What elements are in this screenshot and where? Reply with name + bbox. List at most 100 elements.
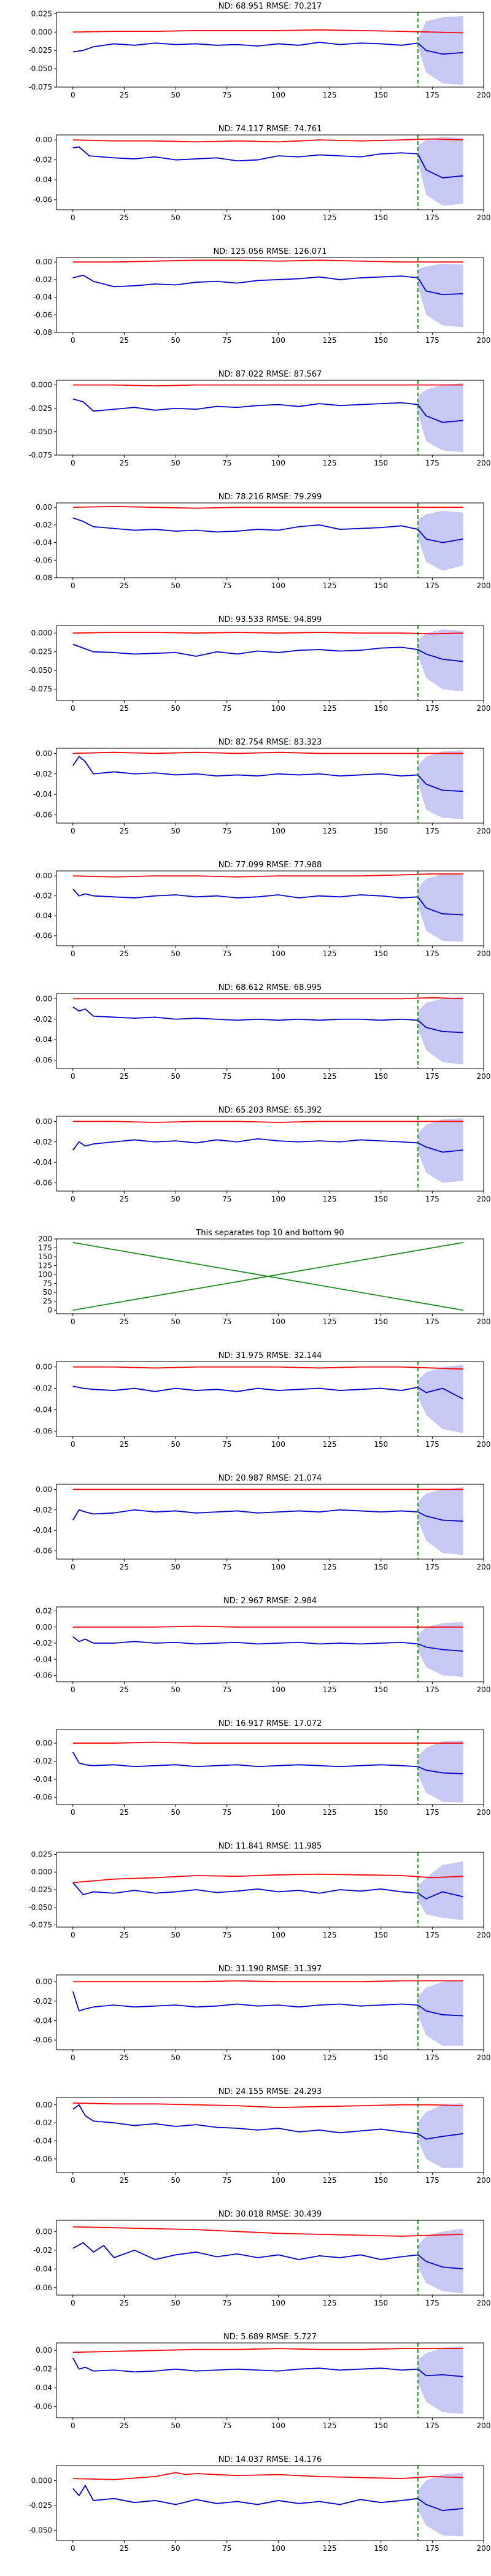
actual-series-line [72,138,463,143]
y-tick-label: -0.050 [28,666,52,675]
x-tick-label: 150 [374,581,388,590]
forecast-series-line [72,1138,463,1153]
x-tick-label: 0 [71,1317,75,1326]
y-tick-label: 200 [38,1235,52,1243]
y-tick-label: 0.000 [31,381,52,389]
actual-series-line [72,997,463,1000]
x-tick-label: 50 [171,1685,180,1694]
uncertainty-band [417,2347,463,2414]
subplot-title: ND: 14.037 RMSE: 14.176 [218,2455,322,2464]
forecast-series-line [72,1882,463,1899]
actual-series-line [72,1121,463,1123]
subplot-title: ND: 125.056 RMSE: 126.071 [213,247,327,256]
x-tick-label: 100 [271,213,285,222]
axes-frame [56,993,484,1069]
axes-frame [56,2220,484,2296]
y-tick-label: -0.02 [33,521,52,529]
forecast-series-line [72,1636,463,1652]
axes-frame [56,502,484,578]
x-tick-label: 50 [171,1808,180,1817]
x-tick-label: 175 [425,1931,439,1939]
actual-series-line [72,505,463,509]
x-tick-label: 175 [425,1317,439,1326]
x-tick-label: 50 [171,1072,180,1081]
x-tick-label: 200 [477,827,491,835]
uncertainty-band [417,264,463,328]
x-tick-label: 50 [171,1563,180,1571]
x-tick-label: 150 [374,2299,388,2307]
y-tick-label: -0.02 [33,1506,52,1514]
x-tick-label: 200 [477,91,491,99]
axes-frame [56,2097,484,2173]
y-tick-label: -0.02 [33,1138,52,1146]
x-tick-label: 175 [425,1563,439,1571]
axes-frame [56,12,484,88]
x-tick-label: 75 [222,581,231,590]
x-tick-label: 150 [374,1808,388,1817]
y-tick-label: 0.00 [36,1485,52,1493]
x-tick-label: 25 [120,1317,129,1326]
x-tick-label: 75 [222,213,231,222]
subplot-title: This separates top 10 and bottom 90 [195,1229,344,1238]
y-tick-label: -0.02 [33,275,52,284]
actual-series-line [72,2472,463,2480]
actual-series-line [72,384,463,387]
y-tick-label: 0.00 [36,1739,52,1747]
x-tick-label: 200 [477,1931,491,1939]
x-tick-label: 150 [374,336,388,345]
forecast-series-line [72,643,463,662]
forecast-series-line [72,1386,463,1400]
x-tick-label: 150 [374,1440,388,1449]
x-tick-label: 150 [374,704,388,713]
subplot-title: ND: 74.117 RMSE: 74.761 [218,125,322,134]
x-tick-label: 175 [425,704,439,713]
x-tick-label: 100 [271,827,285,835]
x-tick-label: 175 [425,1440,439,1449]
x-tick-label: 50 [171,2421,180,2430]
subplot-panel: ND: 24.155 RMSE: 24.293 0 25 50 75 100 125 150 1… [33,2087,491,2185]
y-tick-label: 0.00 [36,258,52,266]
y-tick-label: -0.06 [33,1547,52,1555]
subplot-panel: ND: 68.951 RMSE: 70.217 0 25 50 75 100 125 150 1… [28,2,490,99]
subplot-title: ND: 65.203 RMSE: 65.392 [218,1106,322,1115]
x-tick-label: 0 [71,91,75,99]
y-tick-label: -0.04 [33,2016,52,2025]
y-tick-label: 0.00 [36,503,52,512]
y-tick-label: -0.04 [33,2383,52,2392]
subplot-panel: ND: 82.754 RMSE: 83.323 0 25 50 75 100 125 150 1… [33,738,491,835]
x-tick-label: 75 [222,2299,231,2307]
subplot-title: ND: 78.216 RMSE: 79.299 [218,493,322,502]
x-tick-label: 200 [477,1195,491,1203]
y-tick-label: -0.06 [33,811,52,819]
x-tick-label: 100 [271,2544,285,2553]
y-tick-label: -0.04 [33,1526,52,1535]
x-tick-label: 25 [120,1931,129,1939]
x-tick-label: 150 [374,2544,388,2553]
forecast-series-line [72,517,463,543]
x-tick-label: 100 [271,1931,285,1939]
axes-frame [56,134,484,210]
forecast-series-line [72,1991,463,2017]
x-tick-label: 100 [271,2176,285,2185]
actual-series-line [72,632,463,635]
x-tick-label: 150 [374,91,388,99]
axes-frame [56,1606,484,1682]
y-tick-label: 175 [38,1244,52,1252]
x-tick-label: 75 [222,1440,231,1449]
y-tick-label: -0.06 [33,2283,52,2292]
uncertainty-band [417,1979,463,2046]
y-tick-label: 0.000 [31,629,52,637]
subplot-title: ND: 87.022 RMSE: 87.567 [218,370,322,379]
x-tick-label: 0 [71,336,75,345]
x-tick-label: 25 [120,1563,129,1571]
x-tick-label: 75 [222,336,231,345]
x-tick-label: 150 [374,2176,388,2185]
x-tick-label: 0 [71,1563,75,1571]
x-tick-label: 175 [425,459,439,467]
subplot-title: ND: 20.987 RMSE: 21.074 [218,1474,322,1483]
y-tick-label: -0.06 [33,2402,52,2411]
actual-series-line [72,1625,463,1628]
x-tick-label: 0 [71,1195,75,1203]
y-tick-label: -0.04 [33,293,52,302]
y-tick-label: 0.00 [36,994,52,1003]
